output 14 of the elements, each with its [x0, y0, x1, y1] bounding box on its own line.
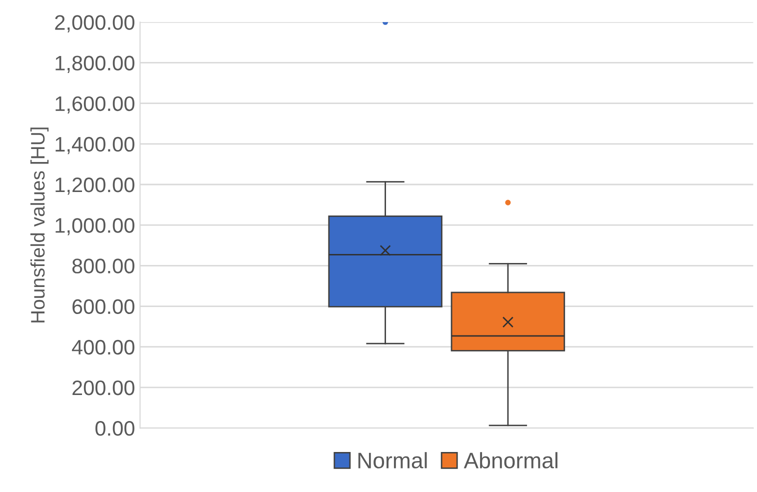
y-tick-label: 2,000.00	[55, 15, 134, 32]
legend-label: Abnormal	[464, 452, 558, 468]
y-tick-label: 1,200.00	[56, 178, 134, 195]
legend-label: Normal	[358, 452, 427, 468]
y-tick-label: 600.00	[72, 299, 134, 314]
y-tick-label: 400.00	[72, 340, 134, 355]
y-tick-label: 1,000.00	[56, 218, 134, 236]
y-tick-label: 0.00	[95, 421, 134, 436]
y-tick-label: 1,800.00	[56, 56, 134, 73]
y-tick-label: 1,400.00	[56, 136, 134, 154]
y-tick-label: 800.00	[72, 258, 134, 274]
y-axis-title: Hounsfield values [HU]	[30, 128, 49, 322]
y-tick-label: 1,600.00	[56, 96, 134, 114]
y-tick-label: 200.00	[72, 380, 134, 396]
